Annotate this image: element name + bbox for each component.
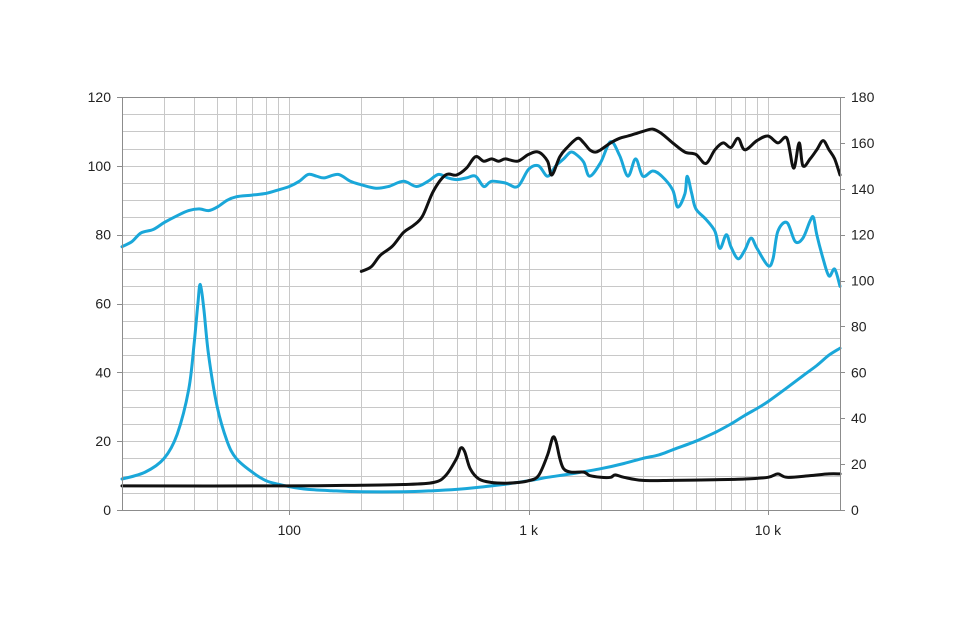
- series-line-3: [359, 127, 842, 273]
- right-tick-label: 0: [851, 502, 859, 518]
- series-line-1: [120, 140, 842, 288]
- left-tick-label: 60: [95, 296, 111, 312]
- right-tick-label: 80: [851, 318, 867, 334]
- chart-tick-labels: 0 20 40 60 80 100 120 0 20 40 60 80 100 120 140 160 180 1…: [88, 89, 875, 538]
- x-tick-label: 1 k: [519, 522, 539, 538]
- series-line-4: [120, 435, 842, 488]
- plot-frame: [122, 97, 841, 511]
- right-tick-label: 40: [851, 410, 867, 426]
- chart-series-group: [120, 127, 842, 494]
- right-tick-label: 160: [851, 135, 875, 151]
- x-tick-label: 10 k: [755, 522, 782, 538]
- left-tick-label: 100: [88, 158, 112, 174]
- right-tick-label: 180: [851, 89, 875, 105]
- left-tick-label: 80: [95, 227, 111, 243]
- right-tick-label: 140: [851, 181, 875, 197]
- left-tick-label: 120: [88, 89, 112, 105]
- left-tick-label: 40: [95, 364, 111, 380]
- right-tick-label: 100: [851, 273, 875, 289]
- right-tick-label: 120: [851, 227, 875, 243]
- right-tick-label: 60: [851, 364, 867, 380]
- right-tick-label: 20: [851, 456, 867, 472]
- chart-axes: [117, 97, 845, 515]
- series-line-2: [120, 283, 842, 494]
- left-tick-label: 20: [95, 433, 111, 449]
- x-tick-label: 100: [278, 522, 302, 538]
- left-tick-label: 0: [103, 502, 111, 518]
